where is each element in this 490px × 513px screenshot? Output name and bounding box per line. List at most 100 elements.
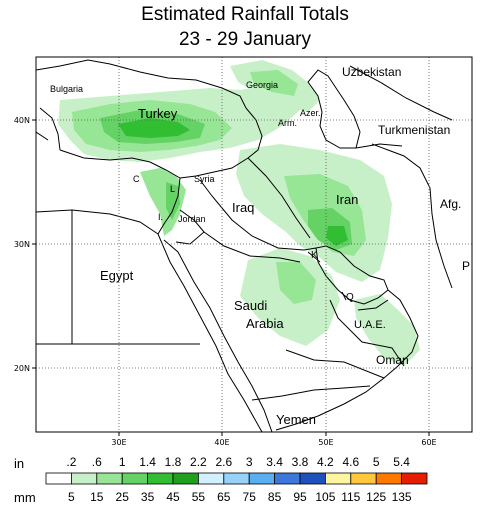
label-georgia: Georgia (246, 80, 278, 90)
label-uae: U.A.E. (354, 319, 386, 331)
label-bulgaria: Bulgaria (50, 84, 83, 94)
label-jordan: Jordan (178, 214, 206, 224)
label-egypt: Egypt (100, 268, 134, 283)
legend-inch-value: 1.8 (165, 455, 182, 469)
legend-mm-value: 115 (341, 490, 360, 504)
rain-area-oman (354, 294, 420, 366)
egypt-north-coast (36, 209, 159, 235)
red-sea-east (163, 239, 273, 432)
label-syria: Syria (194, 174, 215, 184)
legend-mm-value: 105 (315, 490, 335, 504)
lat-tick-30n: 30N (14, 240, 30, 249)
persian-gulf (315, 245, 389, 305)
map-frame-content: Bulgaria Georgia Uzbekistan Turkey Arm. … (36, 57, 472, 432)
legend-inch-value: 2.6 (215, 455, 232, 469)
legend-swatch (147, 472, 174, 485)
label-israel: I. (158, 212, 163, 222)
graticule (36, 57, 472, 432)
lon-tick-30e: 30E (111, 438, 126, 447)
legend-mm-value: 75 (243, 490, 257, 504)
rain-area-turkey-heavier (118, 118, 190, 138)
levant-coast (157, 177, 181, 235)
label-uzbekistan: Uzbekistan (342, 65, 401, 79)
map-date-range: 23 - 29 January (178, 29, 312, 50)
legend-inch-value: 1.4 (139, 455, 156, 469)
label-turkey: Turkey (138, 106, 178, 121)
legend-swatch (299, 472, 326, 485)
legend-swatch (401, 472, 428, 485)
rain-area-caucasus-mid (250, 70, 298, 96)
legend-mm-value: 95 (293, 490, 307, 504)
legend-mm-value: 65 (217, 490, 231, 504)
map-title: Estimated Rainfall Totals (141, 4, 349, 25)
red-sea-west (157, 233, 263, 432)
legend-mm-value: 5 (68, 490, 75, 504)
lon-tick-40e: 40E (214, 438, 229, 447)
border-layer (36, 59, 453, 432)
label-kuwait: K (311, 250, 318, 261)
legend-inch-value: 3.8 (292, 455, 309, 469)
lat-tick-40n: 40N (14, 116, 30, 125)
kuwait-qatar-uae (307, 251, 389, 311)
legend-mm-value: 15 (90, 490, 104, 504)
label-cyprus: C (133, 174, 140, 184)
label-afghanistan: Afg. (440, 197, 461, 211)
label-turkmenistan: Turkmenistan (378, 123, 450, 137)
legend-inch-value: 5 (373, 455, 380, 469)
legend-swatch (248, 472, 275, 485)
legend-mm-value: 55 (192, 490, 206, 504)
legend-swatch (324, 472, 352, 485)
legend-swatch (223, 472, 250, 485)
label-iraq: Iraq (232, 200, 254, 215)
label-lebanon: L (170, 184, 175, 194)
legend-inch-value: .2 (66, 455, 76, 469)
legend-swatch (375, 472, 403, 485)
longitude-axis: 30E 40E 50E 60E (111, 432, 437, 447)
legend-swatch (172, 472, 199, 485)
label-armenia: Arm. (278, 118, 297, 128)
label-azerbaijan: Azer. (300, 108, 321, 118)
rainfall-layer (58, 60, 420, 366)
legend-swatch (197, 472, 225, 485)
legend-inch-value: 4.6 (342, 455, 359, 469)
legend-swatch (350, 472, 377, 485)
label-pakistan: P (462, 259, 470, 273)
lon-tick-60e: 60E (421, 438, 436, 447)
rain-area-levant-heavy (166, 182, 180, 220)
iraq-border (221, 157, 317, 251)
place-labels: Bulgaria Georgia Uzbekistan Turkey Arm. … (50, 65, 470, 427)
label-oman: Oman (376, 353, 409, 367)
legend-mm-value: 45 (166, 490, 180, 504)
turkey-east-border (245, 107, 263, 159)
label-qatar: Q (346, 292, 354, 303)
rain-area-iran-darkest (326, 226, 348, 246)
label-saudi: Saudi (234, 298, 267, 313)
legend-inch-value: 2.2 (190, 455, 207, 469)
legend-mm-label: mm (14, 490, 36, 505)
arabian-south-coast (275, 289, 419, 431)
lat-tick-20n: 20N (14, 364, 30, 373)
latitude-axis: 40N 30N 20N (14, 116, 36, 373)
rainfall-legend: .2 .6 1 1.4 1.8 2.2 2.6 3 3.4 3.8 4.2 4.6 5 5.4 5 15 25 3… (45, 455, 428, 504)
aegean-coast (36, 107, 61, 151)
turkey-south-coast (59, 149, 181, 179)
saudi-border (203, 231, 405, 379)
legend-mm-value: 25 (116, 490, 130, 504)
legend-swatch (45, 472, 72, 485)
legend-inch-value: 4.2 (317, 455, 334, 469)
lon-tick-50e: 50E (318, 438, 333, 447)
legend-mm-value: 35 (141, 490, 155, 504)
label-iran: Iran (336, 192, 358, 207)
legend-mm-value: 135 (392, 490, 412, 504)
yemen-border (251, 385, 371, 401)
iran-east-border (371, 143, 453, 289)
legend-mm-value: 125 (366, 490, 386, 504)
legend-inch-value: 1 (119, 455, 126, 469)
legend-inch-value: 3 (246, 455, 253, 469)
legend-inch-value: .6 (92, 455, 102, 469)
legend-swatch (96, 472, 123, 485)
caspian-sea (307, 69, 361, 149)
label-yemen: Yemen (276, 412, 316, 427)
legend-inch-value: 3.4 (266, 455, 283, 469)
